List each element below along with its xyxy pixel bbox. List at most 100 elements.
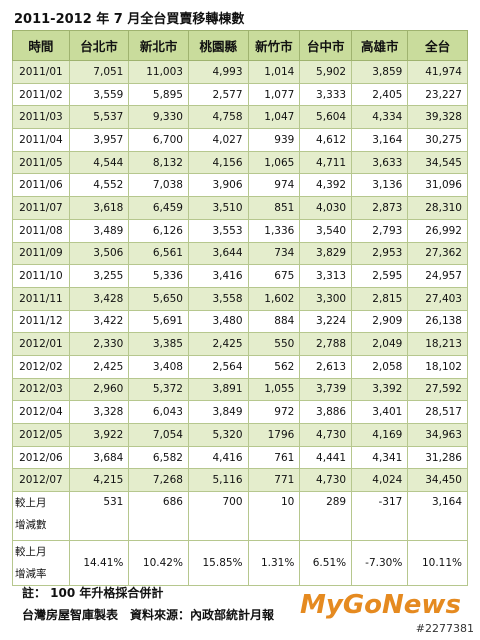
cell: 3,859 (351, 60, 409, 84)
cell: 26,992 (407, 218, 468, 243)
cell: 5,372 (128, 377, 189, 402)
row-label: 2011/12 (12, 309, 70, 334)
table-row: 2012/07 4,215 7,268 5,116 771 4,730 4,024 34,45… (12, 468, 468, 493)
cell: 4,711 (299, 150, 353, 175)
header-cell: 桃園縣 (187, 30, 249, 61)
cell: 3,684 (68, 445, 130, 470)
table-body: 2011/01 7,051 11,003 4,993 1,014 5,902 3,859 41… (12, 60, 468, 587)
cell: 289 (299, 491, 353, 542)
cell: 3,392 (351, 377, 409, 402)
table-row: 2011/11 3,428 5,650 3,558 1,602 3,300 2,815 27,… (12, 286, 468, 311)
cell: 5,691 (128, 309, 189, 334)
cell: 4,544 (68, 150, 130, 175)
cell: 2,909 (351, 309, 409, 334)
cell: 851 (247, 196, 301, 220)
row-label: 較上月 增減率 (12, 540, 70, 587)
header-cell: 台中市 (299, 30, 353, 61)
cell: 4,024 (351, 468, 409, 493)
table-row: 2011/07 3,618 6,459 3,510 851 4,030 2,873 28,31… (12, 196, 468, 220)
table-row: 2011/12 3,422 5,691 3,480 884 3,224 2,909 26,13… (12, 309, 468, 334)
cell: 2,788 (299, 332, 353, 356)
cell: 2,953 (351, 241, 409, 266)
cell: 7,038 (128, 173, 189, 198)
cell: 700 (187, 491, 249, 542)
cell: 4,341 (351, 445, 409, 470)
row-label: 2011/06 (12, 173, 70, 198)
row-label: 2012/05 (12, 423, 70, 447)
cell: 4,416 (187, 445, 249, 470)
cell: 4,334 (351, 105, 409, 130)
cell: 686 (128, 491, 189, 542)
cell: 2,873 (351, 196, 409, 220)
cell: 1,336 (247, 218, 301, 243)
cell: 6,561 (128, 241, 189, 266)
cell: 3,328 (68, 400, 130, 424)
row-label: 2011/11 (12, 286, 70, 311)
cell: 3,644 (187, 241, 249, 266)
cell: 41,974 (407, 60, 468, 84)
cell: 4,758 (187, 105, 249, 130)
cell: 28,517 (407, 400, 468, 424)
cell: 34,963 (407, 423, 468, 447)
cell: 3,255 (68, 264, 130, 288)
cell: 3,428 (68, 286, 130, 311)
cell: 4,552 (68, 173, 130, 198)
cell: 5,116 (187, 468, 249, 493)
row-label: 2011/08 (12, 218, 70, 243)
cell: 675 (247, 264, 301, 288)
cell: 3,558 (187, 286, 249, 311)
row-label: 2011/01 (12, 60, 70, 84)
row-label: 2011/03 (12, 105, 70, 130)
cell: 5,650 (128, 286, 189, 311)
cell: 1796 (247, 423, 301, 447)
cell: 974 (247, 173, 301, 198)
table-row: 2011/08 3,489 6,126 3,553 1,336 3,540 2,793 26,… (12, 218, 468, 243)
row-label: 2011/10 (12, 264, 70, 288)
cell: 6,582 (128, 445, 189, 470)
table-row: 2012/04 3,328 6,043 3,849 972 3,886 3,401 28,51… (12, 400, 468, 424)
cell: 3,506 (68, 241, 130, 266)
cell: 1,055 (247, 377, 301, 402)
table-row: 2011/06 4,552 7,038 3,906 974 4,392 3,136 31,09… (12, 173, 468, 198)
cell: 6,459 (128, 196, 189, 220)
cell: 1,047 (247, 105, 301, 130)
cell: 24,957 (407, 264, 468, 288)
cell: 27,592 (407, 377, 468, 402)
cell: 4,027 (187, 128, 249, 152)
cell: 4,612 (299, 128, 353, 152)
cell: 4,730 (299, 468, 353, 493)
cell: 1,065 (247, 150, 301, 175)
cell: 3,313 (299, 264, 353, 288)
cell: 3,633 (351, 150, 409, 175)
row-label: 2012/01 (12, 332, 70, 356)
table-row: 2011/10 3,255 5,336 3,416 675 3,313 2,595 24,95… (12, 264, 468, 288)
header-cell: 全台 (407, 30, 468, 61)
cell: 5,537 (68, 105, 130, 130)
table-row: 2011/02 3,559 5,895 2,577 1,077 3,333 2,405 23,… (12, 82, 468, 107)
row-label: 2012/07 (12, 468, 70, 493)
cell: 3,333 (299, 82, 353, 107)
data-table: 時間 台北市 新北市 桃園縣 新竹市 台中市 高雄市 全台 2011/01 7,051 11,00… (12, 30, 468, 587)
cell: 1,014 (247, 60, 301, 84)
cell: 23,227 (407, 82, 468, 107)
cell: 11,003 (128, 60, 189, 84)
row-label: 2012/04 (12, 400, 70, 424)
cell: 34,545 (407, 150, 468, 175)
cell: 3,408 (128, 354, 189, 379)
cell: 3,540 (299, 218, 353, 243)
table-row: 2012/01 2,330 3,385 2,425 550 2,788 2,049 18,21… (12, 332, 468, 356)
cell: 5,902 (299, 60, 353, 84)
cell: 2,058 (351, 354, 409, 379)
table-row: 2011/04 3,957 6,700 4,027 939 4,612 3,164 30,27… (12, 128, 468, 152)
cell: 26,138 (407, 309, 468, 334)
cell: 10.42% (128, 540, 189, 587)
cell: 3,385 (128, 332, 189, 356)
cell: 734 (247, 241, 301, 266)
cell: 15.85% (187, 540, 249, 587)
cell: 30,275 (407, 128, 468, 152)
cell: 7,268 (128, 468, 189, 493)
cell: 3,618 (68, 196, 130, 220)
cell: 3,164 (407, 491, 468, 542)
row-label: 較上月 增減數 (12, 491, 70, 542)
cell: 14.41% (68, 540, 130, 587)
